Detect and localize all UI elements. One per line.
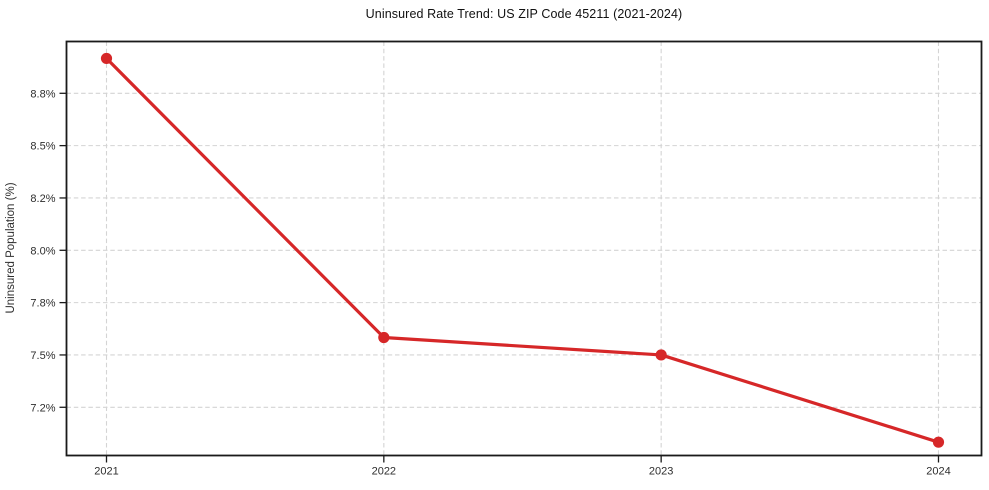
- y-tick-label: 8.0%: [30, 245, 55, 257]
- data-point: [378, 331, 390, 344]
- data-point: [655, 349, 667, 361]
- y-tick-label: 8.8%: [30, 88, 55, 100]
- y-axis-label: Uninsured Population (%): [5, 182, 17, 313]
- data-point: [100, 52, 113, 65]
- trend-line: [104, 56, 941, 444]
- x-tick-label: 2021: [94, 466, 118, 478]
- y-tick-label: 7.5%: [30, 350, 55, 362]
- plot-border: [65, 40, 983, 457]
- x-tick-label: 2023: [649, 466, 673, 478]
- y-tick-label: 8.5%: [30, 141, 55, 153]
- y-tick-label: 7.2%: [30, 402, 55, 414]
- x-tick-label: 2022: [372, 466, 396, 478]
- y-tick-label: 7.8%: [30, 298, 55, 310]
- x-tick-label: 2024: [926, 466, 950, 478]
- y-tick-label: 8.2%: [30, 193, 55, 205]
- chart-title: Uninsured Rate Trend: US ZIP Code 45211 …: [365, 7, 683, 21]
- data-point: [932, 436, 945, 448]
